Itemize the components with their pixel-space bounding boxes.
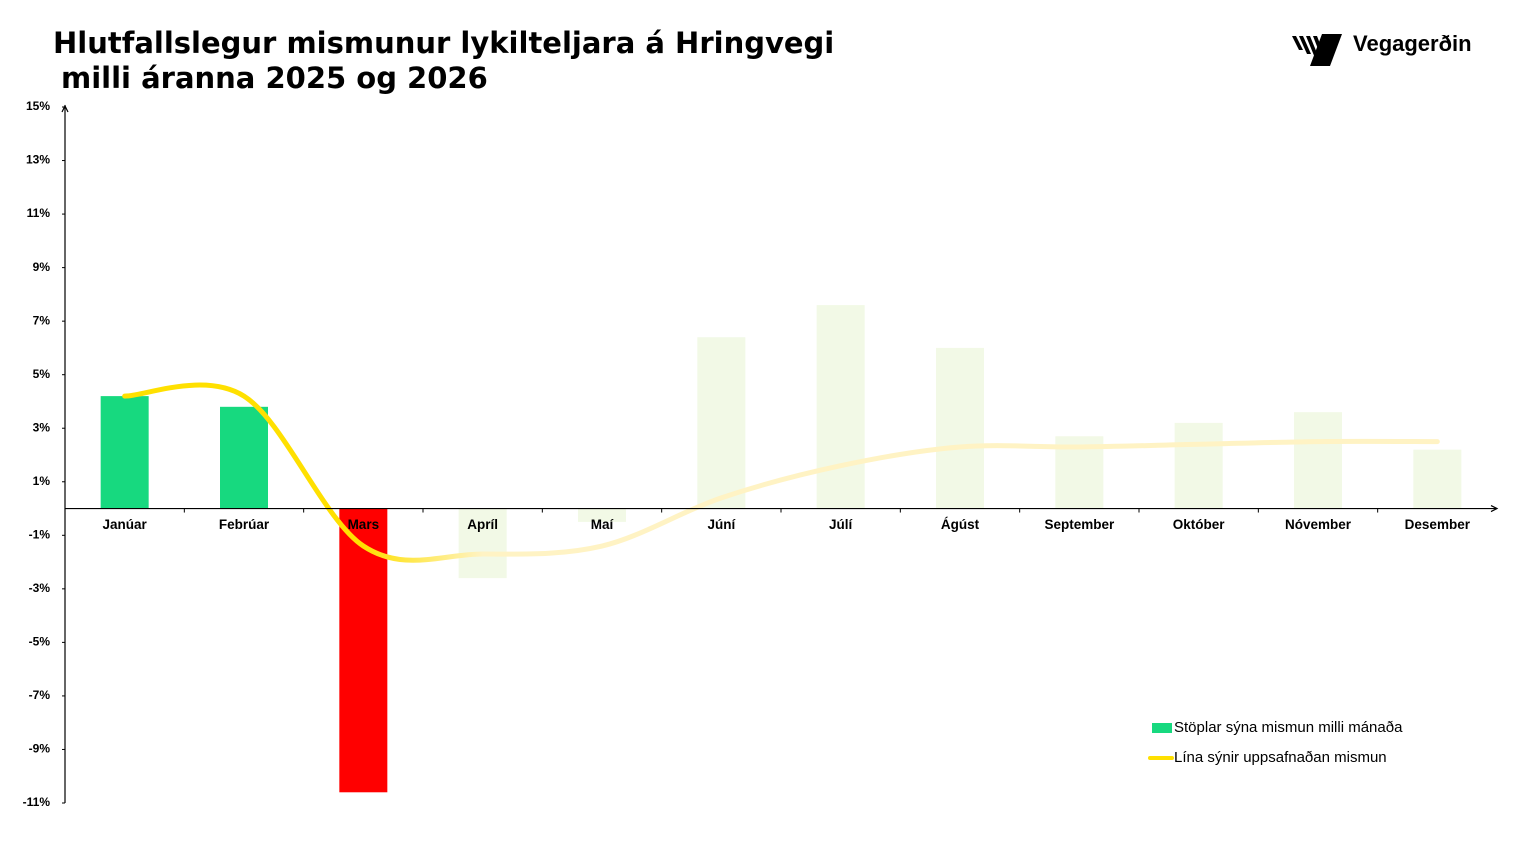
x-tick-label: Desember [1405, 517, 1471, 532]
logo-icon [1292, 34, 1342, 66]
x-tick-label: Apríl [467, 517, 498, 532]
y-tick-label: -5% [29, 635, 51, 649]
y-axis-arrow [61, 104, 69, 113]
bar [816, 305, 865, 509]
bar [1174, 422, 1223, 509]
y-tick-label: -7% [29, 688, 51, 702]
x-tick-label: Október [1173, 517, 1226, 532]
y-tick-label: 9% [33, 260, 51, 274]
line [122, 382, 1440, 563]
y-tick-label: 15% [26, 99, 50, 113]
x-tick-label: Maí [591, 517, 615, 532]
y-tick-label: 1% [33, 474, 51, 488]
y-tick-label: 13% [26, 153, 50, 167]
x-tick-label: September [1044, 517, 1115, 532]
y-tick-label: 11% [27, 206, 51, 220]
y-tick-label: -11% [23, 795, 51, 809]
logo: Vegagerðin [1292, 31, 1472, 66]
bar [1413, 449, 1462, 509]
bar [220, 406, 268, 509]
logo-text: Vegagerðin [1353, 31, 1472, 56]
y-tick-label: 3% [33, 420, 51, 434]
bar [100, 396, 149, 509]
x-tick-label: Júní [707, 517, 736, 532]
legend-swatch [1152, 723, 1172, 733]
y-tick-label: 5% [33, 367, 51, 381]
x-tick-label: Febrúar [219, 517, 270, 532]
y-tick-label: 7% [33, 313, 51, 327]
bar [936, 347, 984, 509]
bar [697, 337, 746, 509]
y-tick-label: -1% [29, 527, 51, 541]
bar [339, 508, 388, 793]
x-tick-label: Júlí [829, 517, 854, 532]
x-axis-arrow [1490, 505, 1499, 513]
legend-label: Stöplar sýna mismun milli mánaða [1174, 719, 1403, 736]
chart-title: Hlutfallslegur mismunur lykilteljara á H… [53, 26, 834, 60]
y-tick-label: -3% [29, 581, 51, 595]
bar [458, 508, 507, 579]
x-tick-label: Janúar [103, 517, 148, 532]
chart-title: milli áranna 2025 og 2026 [61, 61, 488, 95]
y-tick-label: -9% [29, 742, 51, 756]
legend-label: Lína sýnir uppsafnaðan mismun [1174, 749, 1387, 766]
bar [578, 508, 626, 522]
x-tick-label: Ágúst [941, 517, 980, 532]
bar [1294, 412, 1342, 509]
x-tick-label: Nóvember [1285, 517, 1352, 532]
x-tick-label: Mars [348, 517, 380, 532]
